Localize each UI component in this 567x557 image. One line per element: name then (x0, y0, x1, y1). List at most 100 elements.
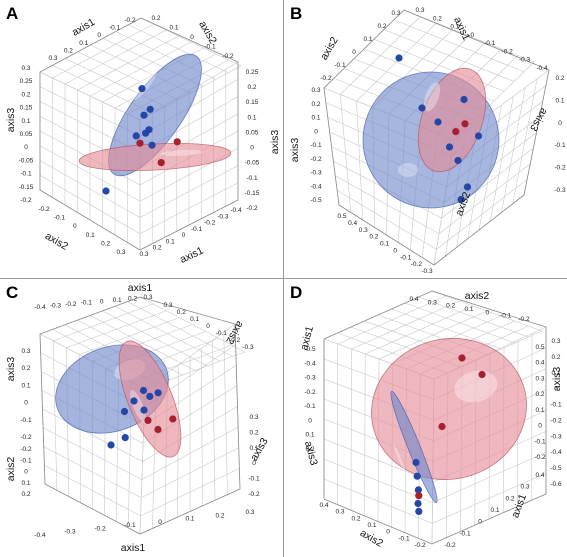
panel-a-axis3-left-tick-label: 0.25 (20, 78, 33, 85)
panel-b-red-ellipsoid-highlight (423, 82, 441, 112)
panel-a-axis2-bottom-tick-label: 0.1 (86, 232, 95, 239)
panel-d-axis3-label-right: axis3 (551, 367, 563, 392)
panel-d-blue-point (414, 499, 422, 508)
panel-a-blue-point (148, 141, 156, 149)
panel-a-axis3-label-left: axis3 (5, 108, 17, 133)
panel-a-axis1-bottom-tick-label: -0.3 (217, 213, 229, 220)
panel-b-axis2-bottom-tick-label: 0.4 (348, 220, 357, 227)
panel-b-red-point (461, 120, 469, 128)
panel-c-axis1-top-tick-label: -0.4 (34, 304, 46, 311)
panel-c-axis1-top-tick-label: -0.3 (50, 303, 62, 310)
panel-a-axis1-top-tick-label: 0 (97, 32, 101, 39)
panel-b-axis3-left-tick-label: -0.3 (310, 170, 322, 177)
panel-b-axis3-left-tick-label: 0.3 (311, 87, 320, 94)
panel-b-axis3-right-tick-label: 0.2 (555, 75, 564, 82)
panel-d-blue-ellipsoid (390, 390, 438, 504)
panel-a-axis2-label-bottom: axis2 (43, 230, 70, 253)
panel-c-axis1-top-tick-label: -0.1 (81, 300, 93, 307)
panel-a-axis2-bottom-tick-label: 0.3 (116, 249, 125, 256)
panel-a-blue-point (132, 132, 140, 140)
panel-a-blue-point (140, 111, 148, 119)
panel-a-axis2-top-tick-label: -0.2 (222, 53, 234, 60)
panel-a-axis1-label-top: axis1 (70, 16, 97, 39)
panel-d-axis1-left-tick-label: -0.1 (304, 403, 316, 410)
panel-a-axis3-right-tick-label: 0.1 (247, 114, 256, 121)
panel-a-axis3-left-tick-label: -0.2 (20, 197, 32, 204)
panel-c-blue-point (154, 389, 162, 397)
panel-b-red-point (452, 128, 460, 136)
panel-b-axis2-bottom-tick-label: -0.2 (411, 261, 423, 268)
panel-d-axis1-left-tick-label: 0.2 (305, 446, 314, 453)
panel-d-axis3-right-tick-label: -0.3 (550, 433, 562, 440)
panel-d-red-point (415, 492, 423, 500)
panel-b-axis1-top-tick-label: 0 (470, 32, 474, 39)
panel-a-axis1-bottom-tick-label: -0.2 (204, 220, 216, 227)
panel-a-blue-point (138, 85, 146, 93)
panel-b-blue-point (463, 183, 472, 191)
panel-a-blue-point (146, 105, 154, 113)
panel-c-axis3-label-right: axis3 (248, 436, 271, 463)
panel-b-axis3-left-tick-label: 0.1 (311, 115, 320, 122)
panel-d-blue-point (414, 486, 422, 494)
panel-c-axis1-bottom-tick-label: -0.4 (34, 532, 46, 539)
panel-c-axis1-bottom-tick-label: -0.2 (94, 525, 106, 532)
panel-a-axis3-left-tick-label: 0.15 (20, 105, 33, 112)
panel-d-axis3-right-inner-tick-label: 0.1 (535, 407, 544, 414)
panel-a-plot: 0.30.20.10-0.1-0.2 0.20.10-0.1-0.20.30.25… (5, 15, 281, 266)
panel-c-axis2-right-tick-label: 0.2 (177, 309, 186, 316)
panel-a-axis2-top-tick-label: 0.1 (169, 25, 178, 32)
panel-a-axis2-top-tick-label: 0 (190, 34, 194, 41)
panel-b-axis3-left-tick-label: -0.5 (310, 197, 322, 204)
panel-d-axis1-bottom-tick-label: 0.1 (490, 507, 499, 514)
panel-a-axis2-bottom-tick-label: -0.1 (54, 215, 66, 222)
panel-d-axis2-top-tick-label: 0.2 (446, 303, 455, 310)
panel-a-axis3-left-tick-label: 0 (24, 144, 28, 151)
panel-d-blue-point (412, 458, 420, 467)
panel-c-axis2-right-tick-label: 0.1 (190, 316, 199, 323)
panel-a-axis1-bottom-tick-label: -0.1 (191, 226, 203, 233)
panel-d-red-point (478, 370, 486, 379)
panel-c-blue-point (146, 392, 154, 400)
panel-b-axis1-top-tick-label: -0.2 (502, 48, 514, 55)
panel-c-blue-point (107, 441, 115, 449)
panel-c-axis2-left-tick-label: -0.2 (20, 446, 32, 453)
panel-d-axis3-label-left: axis3 (302, 440, 320, 467)
panel-d-axis3-right-tick-label: -0.5 (550, 465, 562, 472)
panel-a-axis1-top-tick-label: -0.2 (124, 17, 136, 24)
panel-d-axis2-bottom-tick-label: 0.4 (319, 502, 328, 509)
panel-d-red-ellipsoid-highlight (454, 370, 498, 403)
panel-c-axis1-top-tick-label: -0.2 (65, 301, 77, 308)
panel-c-axis3-left-tick-label: 0 (24, 400, 28, 407)
panel-b-axis2-bottom-tick-label: 0.3 (359, 227, 368, 234)
panel-d-axis1-bottom-tick-label: 0.3 (520, 484, 529, 491)
panel-a-axis1-bottom-tick-label: -0.4 (230, 207, 242, 214)
panel-c-axis2-left-tick-label: 0 (24, 469, 28, 476)
panel-letter-b: B (290, 4, 303, 23)
panel-a-axis1-top-tick-label: 0.2 (64, 47, 73, 54)
panel-d-axis3-right-inner-tick-label: -0.1 (534, 438, 546, 445)
panel-d-axis3-right-tick-label: 0.2 (551, 354, 560, 361)
panel-d-axis3-right-tick-label: -0.2 (550, 417, 562, 424)
panel-b-axis2-bottom-tick-label: 0.1 (380, 241, 389, 248)
panel-d-axis3-right-tick-label: 0 (554, 386, 558, 393)
panel-a-red-point (136, 139, 144, 147)
panel-b-blue-point (395, 54, 403, 62)
panel-c-axis2-label-left: axis2 (5, 457, 17, 482)
panel-c-red-point (144, 416, 152, 424)
panel-d-axis3-right-inner-tick-label: 0.4 (535, 360, 544, 367)
panel-b-blue-point (418, 104, 426, 112)
panel-d-plot: 0.4 0.3 0.2 0.1 0 -0.1 -0.2-0.5-0.4-0.3-0.2-0.… (298, 290, 563, 550)
panel-c-axis3-right-tick-label: 0 (252, 460, 256, 467)
panel-d-axis1-bottom-tick-label: 0.2 (505, 495, 514, 502)
panel-c-axis3-left-tick-label: 0.2 (21, 365, 30, 372)
panel-d-blue-point (413, 472, 421, 480)
panel-d-axis2-top-tick-label: 0.3 (428, 299, 437, 306)
panel-b-axis3-left-tick-label: -0.1 (310, 142, 322, 149)
panel-c-axis1-top-tick-label: 0.3 (143, 294, 152, 301)
panel-a-axis3-left-tick-label: 0.2 (21, 91, 30, 98)
panel-b-blue-point (454, 156, 462, 165)
panel-a-axis1-top-tick-label: 0.3 (48, 55, 57, 62)
panel-b: 0.3 0.2 0.1 0 -0.1 -0.2 -0.3 -0.4 -0.2 -0.1 0 0.1 0.… (284, 0, 567, 278)
panel-a-axis1-bottom-tick-label: 0 (182, 232, 186, 239)
panel-a-blue-point (102, 187, 110, 195)
